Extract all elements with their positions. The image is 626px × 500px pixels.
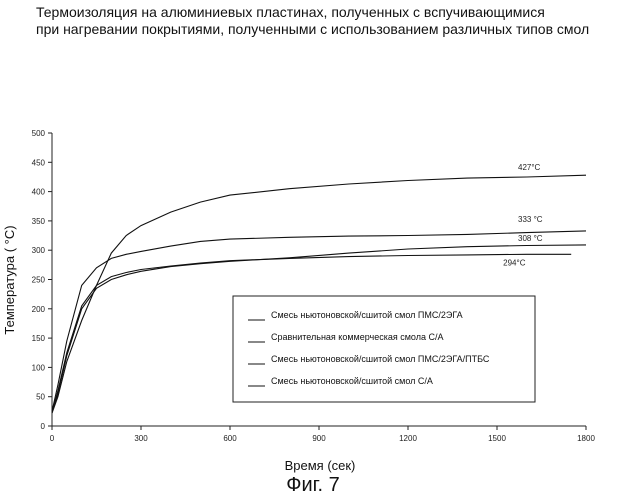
y-tick-label: 450 [32, 158, 46, 167]
legend-label-4: Смесь ньютоновской/сшитой смол С/А [271, 376, 433, 386]
y-tick-label: 50 [36, 393, 45, 402]
x-tick-label: 1800 [577, 434, 595, 443]
y-tick-label: 350 [32, 217, 46, 226]
legend-label-2: Сравнительная коммерческая смола С/А [271, 332, 444, 342]
figure-caption: Фиг. 7 [0, 474, 626, 497]
x-tick-label: 600 [223, 434, 237, 443]
y-axis-title: Температура ( °C) [2, 225, 17, 334]
x-tick-label: 900 [312, 434, 326, 443]
series-end-label-2: 333 °C [518, 215, 543, 224]
x-tick-label: 1200 [399, 434, 417, 443]
x-tick-label: 0 [50, 434, 55, 443]
legend: Смесь ньютоновской/сшитой смол ПМС/2ЭГА С… [233, 296, 535, 402]
series-end-label-3: 308 °C [518, 234, 543, 243]
y-tick-label: 0 [41, 422, 46, 431]
legend-label-3: Смесь ньютоновской/сшитой смол ПМС/2ЭГА/… [271, 354, 490, 364]
x-tick-label: 1500 [488, 434, 506, 443]
x-axis-title: Время (сек) [285, 458, 356, 473]
y-tick-label: 150 [32, 334, 46, 343]
y-tick-label: 500 [32, 129, 46, 138]
y-tick-label: 400 [32, 188, 46, 197]
legend-label-1: Смесь ньютоновской/сшитой смол ПМС/2ЭГА [271, 310, 463, 320]
y-tick-label: 200 [32, 305, 46, 314]
x-tick-label: 300 [134, 434, 148, 443]
series-end-label-1: 427°C [518, 163, 541, 172]
y-tick-label: 100 [32, 363, 46, 372]
y-tick-label: 250 [32, 276, 46, 285]
y-tick-label: 300 [32, 246, 46, 255]
series-end-label-4: 294°C [503, 258, 526, 267]
